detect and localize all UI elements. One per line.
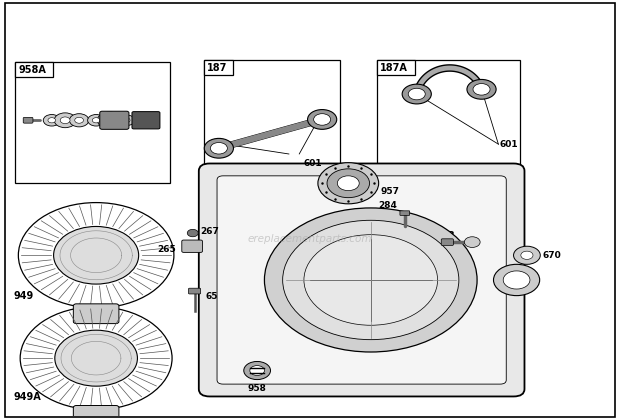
Circle shape (48, 118, 56, 123)
Circle shape (494, 264, 539, 296)
Circle shape (75, 117, 84, 123)
Circle shape (250, 365, 264, 375)
Circle shape (20, 307, 172, 409)
Bar (203, 60, 340, 171)
Circle shape (123, 118, 130, 123)
Text: 267: 267 (201, 227, 219, 236)
Text: 957: 957 (381, 187, 399, 196)
Circle shape (92, 118, 100, 123)
Circle shape (69, 114, 89, 127)
Circle shape (19, 202, 174, 308)
Circle shape (308, 110, 337, 129)
Circle shape (503, 271, 530, 289)
Bar (432, 228, 461, 244)
FancyBboxPatch shape (441, 239, 453, 245)
FancyBboxPatch shape (132, 112, 160, 129)
Circle shape (187, 229, 198, 237)
FancyBboxPatch shape (73, 304, 119, 323)
Bar (377, 60, 520, 171)
Circle shape (304, 235, 438, 325)
FancyBboxPatch shape (199, 163, 525, 396)
Circle shape (54, 113, 76, 128)
Bar (203, 60, 234, 76)
Circle shape (521, 251, 533, 260)
Text: 601: 601 (500, 139, 518, 149)
Circle shape (464, 237, 480, 247)
Bar (377, 60, 415, 76)
FancyBboxPatch shape (188, 288, 201, 294)
Bar (16, 62, 170, 183)
Circle shape (402, 84, 432, 104)
Text: 188: 188 (435, 231, 455, 241)
Text: 284: 284 (378, 201, 397, 210)
Bar (328, 175, 374, 192)
Circle shape (210, 142, 228, 154)
Bar (328, 175, 358, 191)
Text: 601: 601 (304, 158, 322, 168)
FancyBboxPatch shape (217, 176, 507, 384)
Text: 187A: 187A (380, 63, 408, 73)
Circle shape (314, 114, 330, 125)
Text: 972: 972 (331, 178, 352, 188)
Circle shape (327, 169, 370, 198)
Circle shape (53, 226, 139, 284)
Circle shape (97, 112, 122, 129)
FancyBboxPatch shape (400, 211, 410, 215)
Circle shape (55, 330, 138, 386)
Circle shape (204, 138, 234, 158)
Circle shape (408, 88, 425, 100)
FancyBboxPatch shape (73, 406, 119, 420)
Circle shape (318, 163, 379, 204)
Text: 65: 65 (205, 292, 218, 301)
Circle shape (264, 208, 477, 352)
FancyBboxPatch shape (182, 240, 203, 252)
Circle shape (513, 246, 540, 264)
Text: ereplacementparts.com: ereplacementparts.com (248, 234, 372, 244)
Text: 958: 958 (248, 384, 267, 393)
FancyBboxPatch shape (100, 111, 129, 129)
Bar (16, 62, 53, 77)
Circle shape (467, 79, 496, 99)
Circle shape (473, 84, 490, 95)
Text: 670: 670 (542, 251, 561, 260)
Text: 949A: 949A (14, 392, 42, 402)
Circle shape (118, 115, 135, 126)
FancyBboxPatch shape (23, 117, 33, 123)
Circle shape (104, 117, 115, 124)
Circle shape (87, 115, 105, 126)
Circle shape (43, 115, 60, 126)
Circle shape (337, 176, 359, 191)
Bar (432, 228, 492, 255)
Circle shape (244, 362, 270, 380)
Text: 187: 187 (206, 63, 227, 73)
Text: 949: 949 (14, 291, 33, 302)
Text: 265: 265 (157, 245, 176, 254)
Circle shape (283, 220, 459, 340)
Circle shape (60, 117, 70, 123)
Text: 958A: 958A (19, 65, 46, 75)
